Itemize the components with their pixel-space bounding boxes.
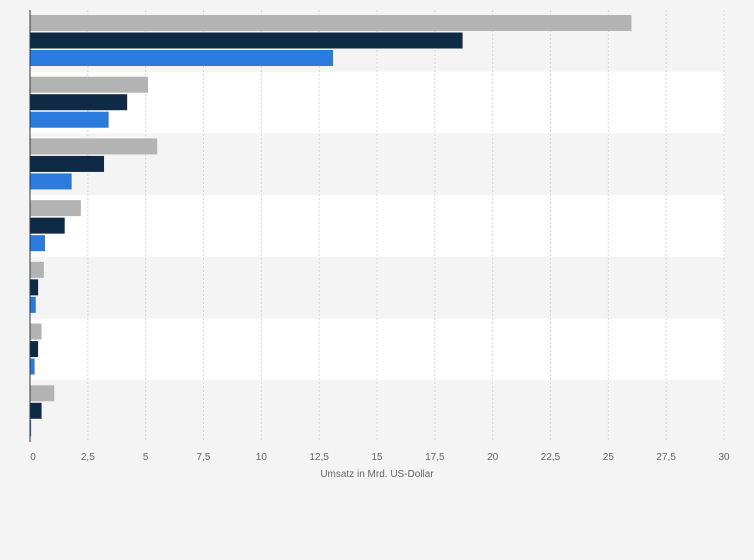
bar [30,111,109,128]
bar [30,200,81,217]
x-tick-label: 20 [487,452,499,463]
bar [30,341,39,358]
x-tick-label: 15 [371,452,383,463]
bar [30,296,36,313]
bar [30,402,42,419]
x-tick-label: 22,5 [541,452,561,463]
x-tick-label: 0 [30,452,36,463]
x-tick-label: 27,5 [656,452,676,463]
bar [30,155,105,172]
x-tick-label: 17,5 [425,452,445,463]
bar [30,279,39,296]
x-tick-label: 7,5 [197,452,211,463]
bar [30,15,632,31]
x-tick-label: 10 [256,452,268,463]
x-axis-title: Umsatz in Mrd. US-Dollar [320,469,434,480]
bar [30,358,35,375]
bar [30,94,128,111]
bar [30,420,32,437]
bar [30,32,463,49]
bar [30,385,55,402]
bar [30,173,72,190]
bar [30,261,44,278]
x-tick-label: 30 [718,452,730,463]
bar [30,76,148,93]
bar [30,50,334,66]
bar [30,323,42,340]
x-tick-label: 12,5 [309,452,329,463]
x-axis-tick-labels: 0 2,5 5 7,5 10 12,5 15 17,5 20 22,5 25 27,5 30 [30,452,730,463]
gridlines [87,10,725,442]
bar [30,235,46,252]
bar-series [30,15,632,437]
x-tick-label: 5 [143,452,149,463]
bar [30,138,158,155]
bar [30,217,65,234]
x-tick-label: 2,5 [81,452,95,463]
x-tick-label: 25 [603,452,615,463]
